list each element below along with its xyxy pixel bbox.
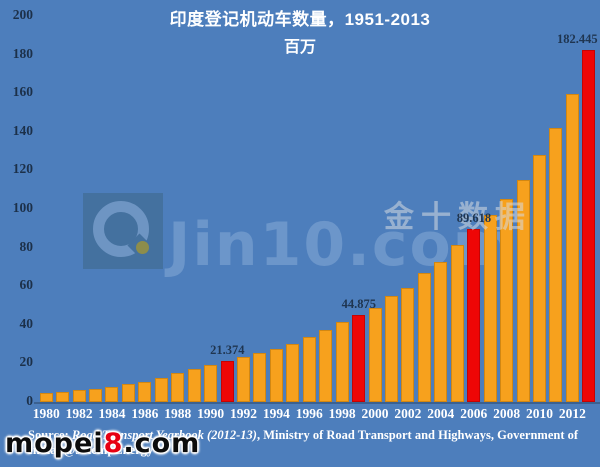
mopei8-watermark: mopei8.com — [5, 428, 200, 459]
x-tick-label: 2006 — [460, 406, 488, 421]
bar — [154, 377, 168, 402]
x-tick-label: 1990 — [197, 406, 225, 421]
bar — [171, 373, 185, 402]
x-tick-label: 2002 — [394, 406, 422, 421]
bar-value-label: 44.875 — [341, 297, 376, 312]
bar-value-label: 182.445 — [557, 31, 598, 46]
x-axis-labels: 1980 1982 1984 1986 1988 1990 1992 1994 1996 1998… — [33, 406, 597, 422]
y-tick-label: 0 — [26, 393, 33, 408]
bar — [138, 381, 152, 402]
bar — [204, 365, 218, 402]
chart-title: 印度登记机动车数量，1951-2013 — [169, 10, 431, 29]
y-tick-label: 140 — [12, 122, 33, 138]
bar — [187, 369, 201, 402]
x-tick-label: 2012 — [558, 406, 586, 421]
y-tick-label: 100 — [12, 200, 33, 215]
y-tick-label: 200 — [12, 7, 33, 22]
y-tick-label: 180 — [12, 45, 33, 61]
bar-value-label: 21.374 — [210, 342, 245, 357]
x-tick-label: 1988 — [164, 406, 192, 421]
bar — [72, 390, 86, 402]
mopei-digit: 8 — [103, 428, 124, 459]
bar — [286, 343, 300, 402]
x-tick-label: 1994 — [262, 406, 290, 421]
x-axis-line — [34, 402, 600, 404]
bar — [434, 261, 448, 402]
jin10-logo-watermark — [83, 193, 163, 269]
bar — [302, 336, 316, 402]
jin10-ring-dot — [136, 241, 149, 254]
y-tick-label: 120 — [12, 161, 33, 177]
bar — [450, 244, 464, 402]
bar-highlighted — [352, 315, 366, 402]
x-tick-label: 2000 — [361, 406, 389, 421]
mopei-com: .com — [123, 428, 201, 459]
x-tick-label: 1992 — [230, 406, 257, 421]
x-tick-label: 1982 — [65, 406, 93, 421]
bar — [565, 94, 579, 402]
bar — [335, 322, 349, 402]
bar — [500, 198, 514, 402]
chart-subtitle: 百万 — [283, 39, 316, 56]
bar — [319, 329, 333, 402]
bar — [89, 388, 103, 402]
bar-highlighted — [467, 229, 481, 402]
x-tick-label: 1996 — [295, 406, 323, 421]
jin10-chinese-watermark: 金十数据 — [384, 201, 532, 234]
bar — [516, 180, 530, 402]
x-tick-label: 1984 — [98, 406, 126, 421]
bar-highlighted — [220, 360, 234, 402]
bar-highlighted — [582, 49, 596, 402]
bar — [253, 352, 267, 402]
bar — [368, 307, 382, 402]
title-block: 印度登记机动车数量，1951-2013 百万 — [0, 5, 600, 57]
bar — [417, 272, 431, 402]
x-tick-label: 2004 — [427, 406, 455, 421]
source-note: Source: Road Transport Yearbook (2012-13… — [28, 428, 596, 458]
bars-area — [38, 16, 597, 402]
y-tick-label: 20 — [19, 354, 34, 370]
y-tick-label: 40 — [19, 315, 34, 331]
x-tick-label: 2010 — [525, 406, 553, 421]
x-tick-label: 2008 — [493, 406, 521, 421]
x-tick-label: 1986 — [131, 406, 159, 421]
source-yearbook-title: Road Transport Yearbook (2012-13) — [71, 428, 257, 442]
bar-value-label: 89.618 — [456, 211, 492, 226]
y-tick-label: 160 — [12, 84, 33, 100]
source-rest: , Ministry of Road Transport and Highway… — [28, 428, 579, 457]
bar — [39, 393, 53, 402]
y-tick-label: 60 — [19, 277, 34, 293]
bar — [549, 128, 563, 402]
y-tick-label: 80 — [19, 238, 34, 254]
bar — [269, 348, 283, 402]
bar — [532, 155, 546, 402]
x-tick-label: 1980 — [32, 406, 60, 421]
x-tick-label: 1998 — [328, 406, 356, 421]
bar — [56, 391, 70, 402]
bar — [121, 384, 135, 402]
bar — [237, 356, 250, 402]
y-axis-labels: 0 20 40 60 80 100 120 140 160 180 200 — [0, 0, 33, 467]
bar — [401, 288, 415, 402]
jin10-ring-icon — [93, 201, 149, 257]
bar — [384, 295, 398, 402]
bar — [105, 386, 119, 402]
bar — [483, 215, 497, 402]
source-prefix: Source: — [28, 428, 72, 442]
mopei-text: mopei — [5, 428, 104, 459]
